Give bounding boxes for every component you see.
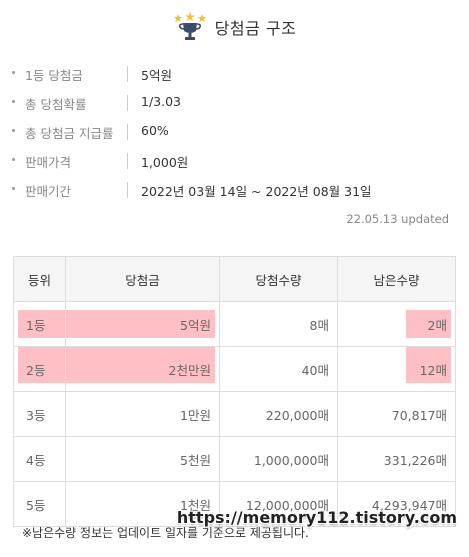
info-row-win-probability: 총 당첨확률 1/3.03 [0, 89, 469, 118]
rank-cell: 2등 [13, 346, 66, 392]
divider [127, 124, 128, 140]
highlight-mark [406, 347, 451, 383]
remaining-cell: 2매 [337, 301, 456, 347]
remaining-cell: 4,293,947매 [337, 481, 456, 527]
divider [127, 153, 128, 169]
info-list: 1등 당첨금 5억원 총 당첨확률 1/3.03 총 당첨금 지급률 60% 판… [0, 60, 469, 205]
prize-cell: 5천원 [65, 436, 220, 482]
table-row: 4등 5천원 1,000,000매 331,226매 [13, 436, 456, 482]
table-row: 1등 5억원 8매 2매 [13, 301, 456, 347]
divider [127, 95, 128, 111]
highlight-mark [66, 310, 215, 338]
info-value: 5억원 [141, 68, 172, 83]
table-row: 5등 1천원 12,000,000매 4,293,947매 [13, 481, 456, 527]
column-header-prize: 당첨금 [65, 256, 220, 302]
info-value: 1,000원 [141, 155, 189, 170]
prize-cell: 2천만원 [65, 346, 220, 392]
table-row: 2등 2천만원 40매 12매 [13, 346, 456, 392]
remaining-cell: 12매 [337, 346, 456, 392]
info-label: 총 당첨확률 [25, 97, 87, 112]
info-label: 판매기간 [25, 184, 72, 199]
prize-cell: 5억원 [65, 301, 220, 347]
info-label: 판매가격 [25, 155, 72, 170]
highlight-mark [18, 310, 65, 338]
prize-cell: 1만원 [65, 391, 220, 437]
bullet-icon [12, 129, 15, 132]
updated-timestamp: 22.05.13 updated [346, 212, 449, 226]
count-cell: 40매 [219, 346, 338, 392]
info-label: 1등 당첨금 [25, 68, 83, 83]
divider [127, 182, 128, 198]
bullet-icon [12, 100, 15, 103]
table-row: 3등 1만원 220,000매 70,817매 [13, 391, 456, 437]
page-title: 당첨금 구조 [214, 19, 297, 38]
column-header-rank: 등위 [13, 256, 66, 302]
info-value: 1/3.03 [141, 94, 181, 109]
remaining-cell: 331,226매 [337, 436, 456, 482]
count-cell: 220,000매 [219, 391, 338, 437]
highlight-mark [18, 347, 65, 383]
rank-cell: 3등 [13, 391, 66, 437]
page-header: 당첨금 구조 [0, 10, 469, 44]
count-cell: 1,000,000매 [219, 436, 338, 482]
highlight-mark [406, 310, 451, 338]
info-value: 60% [141, 123, 169, 138]
table-header-row: 등위 당첨금 당첨수량 남은수량 [13, 256, 456, 302]
column-header-remaining: 남은수량 [337, 256, 456, 302]
watermark: https://memory112.tistory.com [176, 508, 457, 527]
column-header-count: 당첨수량 [219, 256, 338, 302]
rank-cell: 4등 [13, 436, 66, 482]
count-cell: 8매 [219, 301, 338, 347]
bullet-icon [12, 71, 15, 74]
info-label: 총 당첨금 지급률 [25, 126, 114, 141]
info-row-payout-rate: 총 당첨금 지급률 60% [0, 118, 469, 147]
highlight-mark [66, 347, 215, 383]
remaining-cell: 70,817매 [337, 391, 456, 437]
trophy-icon [173, 12, 207, 40]
bullet-icon [12, 187, 15, 190]
footnote: ※남은수량 정보는 업데이트 일자를 기준으로 제공됩니다. [22, 526, 309, 540]
rank-cell: 1등 [13, 301, 66, 347]
bullet-icon [12, 158, 15, 161]
info-row-first-prize: 1등 당첨금 5억원 [0, 60, 469, 89]
info-row-price: 판매가격 1,000원 [0, 147, 469, 176]
prize-table: 등위 당첨금 당첨수량 남은수량 1등 5억원 8매 2매 2등 2천만원 40… [13, 256, 456, 527]
divider [127, 66, 128, 82]
info-value: 2022년 03월 14일 ~ 2022년 08월 31일 [141, 184, 372, 199]
info-row-sale-period: 판매기간 2022년 03월 14일 ~ 2022년 08월 31일 [0, 176, 469, 205]
rank-cell: 5등 [13, 481, 66, 527]
